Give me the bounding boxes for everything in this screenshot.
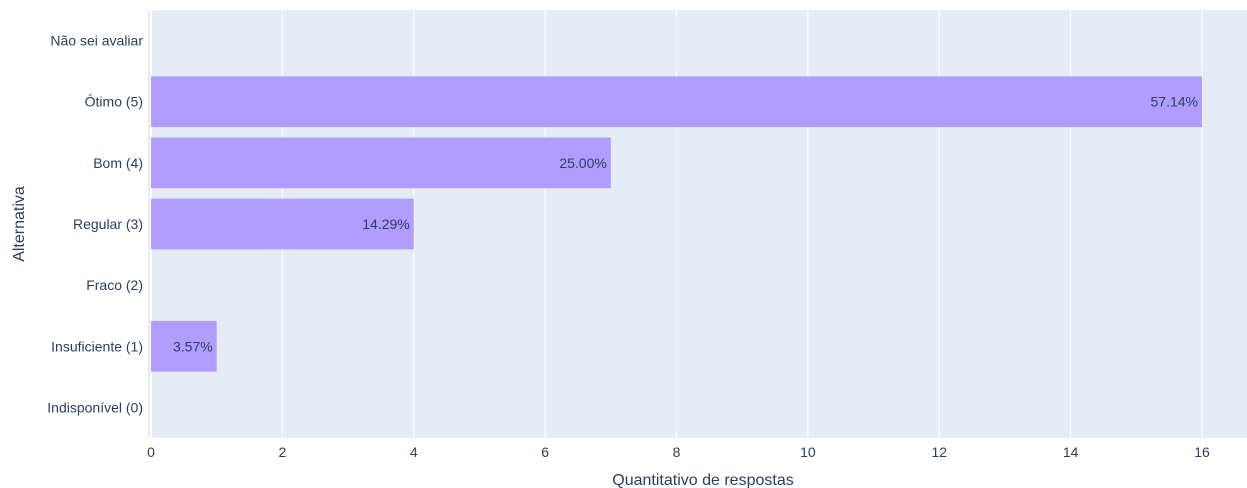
bar-value-label: 25.00% xyxy=(559,155,606,171)
x-tick-label: 16 xyxy=(1194,444,1210,460)
bar xyxy=(151,76,1202,128)
bar xyxy=(151,137,611,189)
x-tick-label: 10 xyxy=(800,444,816,460)
x-tick-label: 4 xyxy=(410,444,418,460)
y-tick-label: Fraco (2) xyxy=(86,277,143,293)
x-tick-label: 8 xyxy=(673,444,681,460)
x-tick-label: 6 xyxy=(541,444,549,460)
y-axis-title: Alternativa xyxy=(11,186,28,262)
y-tick-label: Insuficiente (1) xyxy=(51,338,143,354)
x-tick-labels: 0 2 4 6 8 10 12 14 16 xyxy=(147,444,1210,460)
y-tick-label: Não sei avaliar xyxy=(50,33,143,49)
x-axis-title: Quantitativo de respostas xyxy=(612,472,793,488)
x-tick-label: 14 xyxy=(1063,444,1079,460)
bar-value-label: 57.14% xyxy=(1151,94,1198,110)
x-tick-label: 12 xyxy=(931,444,947,460)
bars xyxy=(151,76,1202,372)
bar xyxy=(151,198,414,250)
y-tick-labels: Não sei avaliar Ótimo (5) Bom (4) Regular (… xyxy=(47,33,143,416)
y-tick-label: Ótimo (5) xyxy=(85,94,143,110)
bar-value-label: 3.57% xyxy=(173,338,213,354)
y-tick-label: Regular (3) xyxy=(73,216,143,232)
x-tick-label: 0 xyxy=(147,444,155,460)
bar-value-label: 14.29% xyxy=(362,216,409,232)
bar xyxy=(151,320,217,372)
y-tick-label: Indisponível (0) xyxy=(47,399,143,415)
bar-labels: 57.14% 25.00% 14.29% 3.57% xyxy=(173,94,1198,355)
y-tick-label: Bom (4) xyxy=(93,155,143,171)
x-tick-label: 2 xyxy=(278,444,286,460)
